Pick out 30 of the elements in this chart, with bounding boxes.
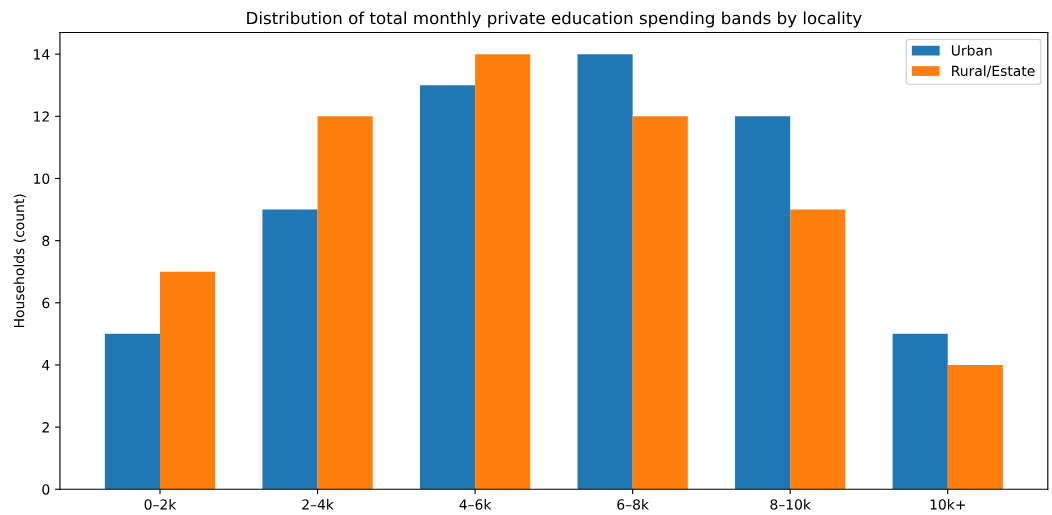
y-tick-label: 14 (34, 49, 50, 60)
y-axis-title: Households (count) (13, 194, 26, 328)
y-tick-label: 10 (34, 173, 50, 184)
y-tick-label: 0 (42, 484, 50, 495)
x-tick-label: 6–8k (617, 498, 649, 510)
legend-label: Urban (951, 44, 992, 56)
bar (160, 271, 216, 490)
y-tick-label: 8 (42, 235, 50, 247)
bar (262, 209, 318, 490)
x-tick-label: 10k+ (930, 498, 965, 510)
legend-label: Rural/Estate (952, 65, 1035, 78)
bar (735, 116, 791, 490)
bar (632, 116, 688, 490)
chart-title: Distribution of total monthly private education spending bands by locality (247, 11, 862, 28)
y-tick-label: 12 (34, 111, 49, 122)
bar (892, 333, 948, 490)
bar (790, 209, 846, 490)
y-tick-label: 2 (42, 422, 49, 433)
bar (947, 364, 1003, 490)
bar (104, 333, 161, 490)
x-tick-label: 4–6k (459, 498, 492, 510)
bar (577, 54, 633, 490)
x-tick-label: 2–4k (302, 498, 334, 510)
x-tick-label: 0–2k (144, 498, 177, 510)
bar (419, 85, 476, 490)
bar (317, 116, 373, 490)
x-tick-label: 8–10k (770, 498, 811, 510)
y-tick-label: 4 (42, 360, 50, 371)
y-tick-label: 6 (42, 297, 50, 309)
bar (475, 54, 531, 490)
